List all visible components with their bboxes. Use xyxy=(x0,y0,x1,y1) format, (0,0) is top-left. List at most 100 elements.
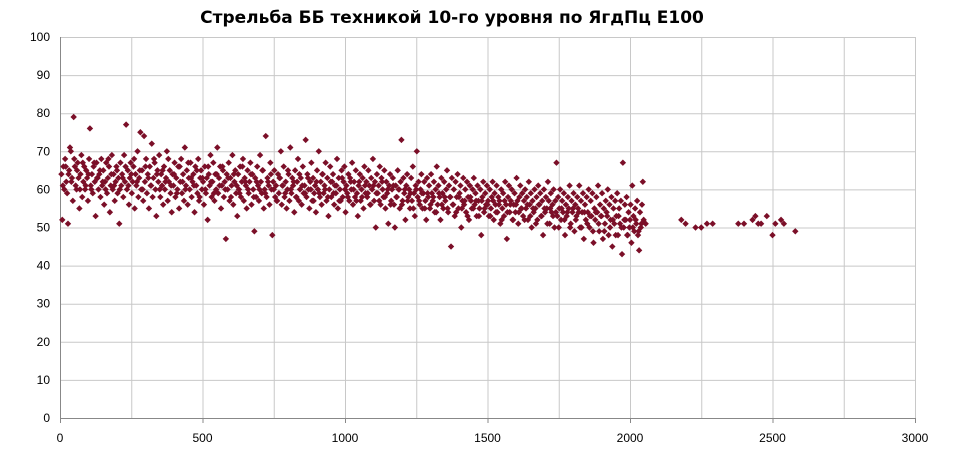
data-point xyxy=(250,193,257,201)
data-point xyxy=(310,197,317,205)
data-point xyxy=(247,159,254,166)
data-point xyxy=(441,193,448,201)
data-point xyxy=(524,201,531,208)
data-point xyxy=(487,205,495,212)
data-point xyxy=(207,178,215,185)
data-point xyxy=(400,174,407,182)
data-point xyxy=(529,197,536,205)
data-point xyxy=(618,224,625,231)
y-tick-label: 40 xyxy=(37,259,51,273)
data-point xyxy=(512,201,520,208)
data-point xyxy=(162,174,170,182)
data-point xyxy=(629,224,637,231)
data-point xyxy=(58,170,65,178)
data-point xyxy=(698,224,705,231)
data-point xyxy=(421,178,428,185)
data-point xyxy=(329,170,337,178)
data-point xyxy=(757,220,765,227)
data-point xyxy=(366,182,373,189)
data-point xyxy=(100,201,108,208)
data-point xyxy=(578,224,585,231)
data-point xyxy=(386,170,394,178)
y-tick-label: 90 xyxy=(37,68,51,82)
data-point xyxy=(308,159,315,166)
data-point xyxy=(402,216,409,224)
data-point xyxy=(356,178,363,185)
data-point xyxy=(143,190,151,197)
data-point xyxy=(467,193,474,201)
data-point xyxy=(259,167,266,174)
data-point xyxy=(521,216,528,224)
data-point xyxy=(611,220,618,227)
data-point xyxy=(225,159,232,166)
data-point xyxy=(513,174,520,182)
data-point xyxy=(128,170,135,178)
data-point xyxy=(205,163,212,170)
data-point xyxy=(157,193,164,201)
data-point xyxy=(153,170,161,178)
data-point xyxy=(129,178,136,185)
data-point xyxy=(108,170,115,178)
data-point xyxy=(557,216,565,224)
data-point xyxy=(521,186,529,193)
data-point xyxy=(415,197,423,205)
data-point xyxy=(116,186,124,193)
data-point xyxy=(243,205,250,212)
data-point xyxy=(288,190,295,197)
data-point xyxy=(199,174,206,182)
data-point xyxy=(365,167,372,174)
data-point xyxy=(360,205,367,212)
data-point xyxy=(368,174,375,182)
data-point xyxy=(518,205,525,212)
data-point xyxy=(519,190,526,197)
data-point xyxy=(156,186,163,193)
data-point xyxy=(385,220,392,227)
data-point xyxy=(214,144,221,151)
data-point xyxy=(164,197,171,205)
data-point xyxy=(619,159,627,166)
data-point xyxy=(182,182,190,189)
data-point xyxy=(582,216,590,224)
data-point xyxy=(312,209,320,216)
data-point xyxy=(610,205,617,212)
data-point xyxy=(342,209,349,216)
data-point xyxy=(321,186,329,193)
data-point xyxy=(606,224,614,231)
data-point xyxy=(217,205,225,212)
data-point xyxy=(289,182,297,189)
data-point xyxy=(307,186,314,193)
data-point xyxy=(559,209,567,216)
data-point xyxy=(566,182,573,189)
data-point xyxy=(532,220,540,227)
data-point xyxy=(104,174,112,182)
data-point xyxy=(65,167,73,174)
data-point xyxy=(82,182,89,189)
y-tick-label: 30 xyxy=(37,297,51,311)
data-point xyxy=(487,212,494,220)
data-point xyxy=(61,155,69,163)
data-point xyxy=(230,201,237,208)
data-point xyxy=(792,228,799,235)
data-point xyxy=(230,170,238,178)
data-point xyxy=(299,163,307,170)
data-point xyxy=(133,178,141,185)
data-point xyxy=(549,212,557,220)
data-point xyxy=(205,170,212,178)
data-point xyxy=(430,193,437,201)
data-point xyxy=(528,224,535,231)
data-point xyxy=(115,174,122,182)
data-point xyxy=(415,178,422,185)
data-point xyxy=(59,216,66,224)
data-point xyxy=(474,182,481,189)
data-point xyxy=(148,140,155,147)
data-point xyxy=(117,159,124,166)
data-point xyxy=(260,205,267,212)
data-point xyxy=(401,190,408,197)
data-point xyxy=(141,178,149,185)
data-point xyxy=(616,220,624,227)
data-point xyxy=(399,197,406,205)
data-point xyxy=(522,205,530,212)
x-tick-label: 500 xyxy=(192,431,212,445)
data-point xyxy=(562,201,570,208)
data-point xyxy=(203,174,210,182)
